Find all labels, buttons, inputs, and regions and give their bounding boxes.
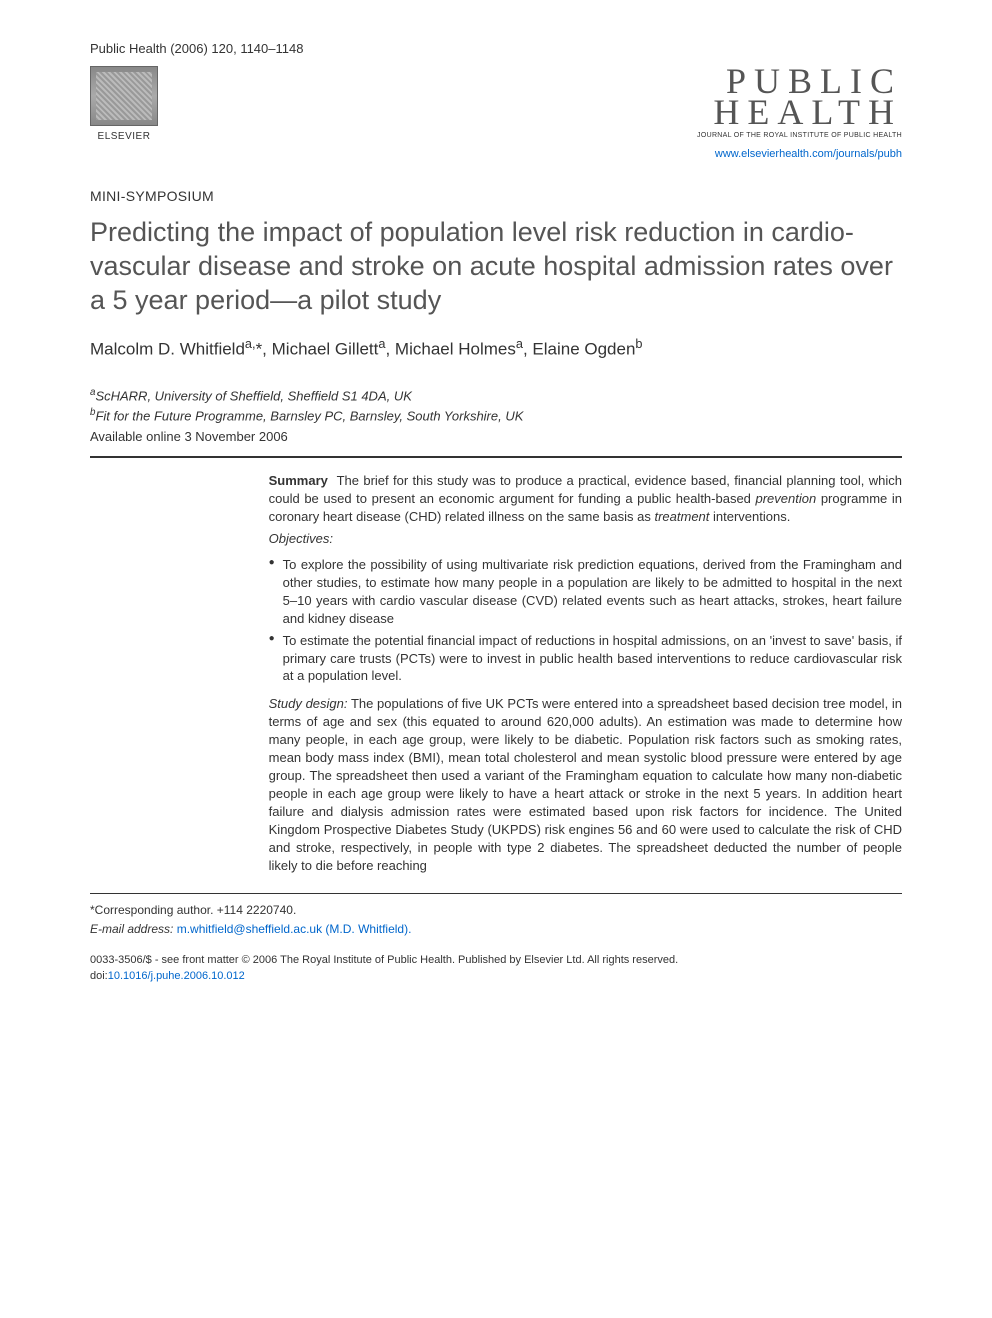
copyright-text: 0033-3506/$ - see front matter © 2006 Th…: [90, 953, 902, 968]
affiliation-b-text: Fit for the Future Programme, Barnsley P…: [95, 409, 523, 424]
study-design-text: The populations of five UK PCTs were ent…: [269, 696, 902, 872]
objectives-label: Objectives:: [269, 530, 902, 548]
objective-item: To estimate the potential financial impa…: [269, 632, 902, 686]
logo-row: ELSEVIER PUBLIC HEALTH JOURNAL OF THE RO…: [90, 66, 902, 162]
section-label: MINI-SYMPOSIUM: [90, 187, 902, 207]
doi-label: doi:: [90, 970, 108, 982]
affiliations: aScHARR, University of Sheffield, Sheffi…: [90, 386, 902, 446]
email-address[interactable]: m.whitfield@sheffield.ac.uk (M.D. Whitfi…: [177, 922, 412, 936]
doi-link[interactable]: 10.1016/j.puhe.2006.10.012: [108, 970, 245, 982]
divider-top: [90, 456, 902, 458]
email-line: E-mail address: m.whitfield@sheffield.ac…: [90, 921, 902, 938]
affiliation-a-text: ScHARR, University of Sheffield, Sheffie…: [95, 388, 411, 403]
journal-citation: Public Health (2006) 120, 1140–1148: [90, 40, 303, 58]
public-health-logo: PUBLIC HEALTH: [697, 66, 902, 127]
abstract: Summary The brief for this study was to …: [269, 472, 902, 875]
objective-item: To explore the possibility of using mult…: [269, 556, 902, 628]
copyright-block: 0033-3506/$ - see front matter © 2006 Th…: [90, 953, 902, 984]
study-design-label: Study design:: [269, 696, 348, 711]
elsevier-label: ELSEVIER: [98, 130, 151, 144]
objectives-list: To explore the possibility of using mult…: [269, 556, 902, 686]
elsevier-tree-icon: [90, 66, 158, 126]
authors: Malcolm D. Whitfielda,*, Michael Gillett…: [90, 335, 902, 361]
ph-logo-line2: HEALTH: [713, 92, 902, 132]
ph-journal-url[interactable]: www.elsevierhealth.com/journals/pubh: [697, 147, 902, 162]
publication-date: Available online 3 November 2006: [90, 428, 902, 446]
affiliation-a: aScHARR, University of Sheffield, Sheffi…: [90, 386, 902, 406]
public-health-logo-block: PUBLIC HEALTH JOURNAL OF THE ROYAL INSTI…: [697, 66, 902, 162]
article-title: Predicting the impact of population leve…: [90, 216, 902, 317]
summary-text: The brief for this study was to produce …: [269, 473, 902, 524]
doi-line: doi:10.1016/j.puhe.2006.10.012: [90, 969, 902, 984]
summary-paragraph: Summary The brief for this study was to …: [269, 472, 902, 526]
summary-label: Summary: [269, 473, 328, 488]
elsevier-logo: ELSEVIER: [90, 66, 158, 146]
study-design-paragraph: Study design: The populations of five UK…: [269, 695, 902, 874]
footer-separator: [90, 893, 902, 894]
corresponding-author: *Corresponding author. +114 2220740.: [90, 902, 902, 919]
email-label: E-mail address:: [90, 922, 173, 936]
header-citation-row: Public Health (2006) 120, 1140–1148: [90, 40, 902, 58]
affiliation-b: bFit for the Future Programme, Barnsley …: [90, 406, 902, 426]
ph-subtitle: JOURNAL OF THE ROYAL INSTITUTE OF PUBLIC…: [697, 131, 902, 141]
